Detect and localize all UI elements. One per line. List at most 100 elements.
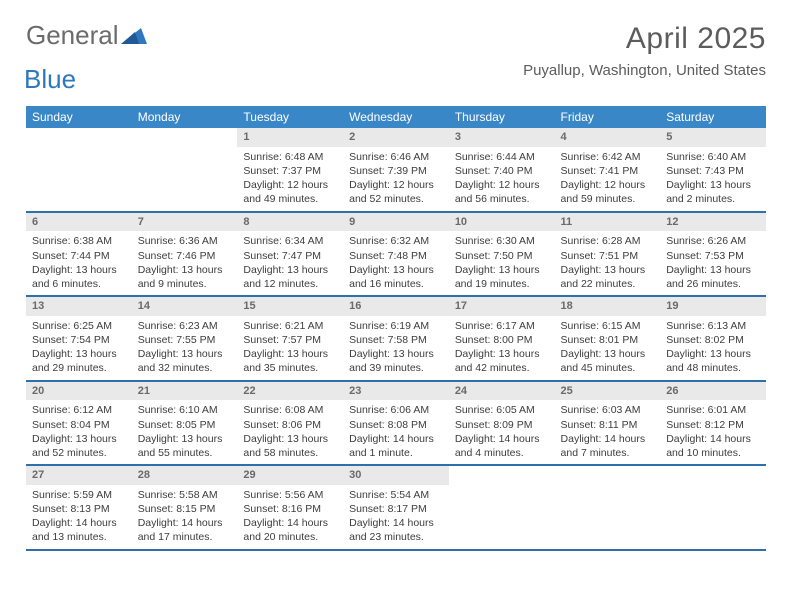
day-details: Sunrise: 6:21 AMSunset: 7:57 PMDaylight:…	[237, 316, 343, 380]
sunset-line: Sunset: 8:04 PM	[32, 418, 126, 432]
month-title: April 2025	[523, 22, 766, 56]
daylight-line: Daylight: 13 hours and 55 minutes.	[138, 432, 232, 460]
sunset-line: Sunset: 8:09 PM	[455, 418, 549, 432]
sunset-line: Sunset: 7:57 PM	[243, 333, 337, 347]
day-details: Sunrise: 6:42 AMSunset: 7:41 PMDaylight:…	[555, 147, 661, 211]
calendar-day-cell: 23Sunrise: 6:06 AMSunset: 8:08 PMDayligh…	[343, 381, 449, 466]
day-details: Sunrise: 6:25 AMSunset: 7:54 PMDaylight:…	[26, 316, 132, 380]
calendar-day-cell	[555, 465, 661, 550]
day-details: Sunrise: 6:44 AMSunset: 7:40 PMDaylight:…	[449, 147, 555, 211]
sunrise-line: Sunrise: 6:44 AM	[455, 150, 549, 164]
sunrise-line: Sunrise: 6:23 AM	[138, 319, 232, 333]
day-number: 26	[660, 382, 766, 401]
sunrise-line: Sunrise: 6:19 AM	[349, 319, 443, 333]
sunrise-line: Sunrise: 6:48 AM	[243, 150, 337, 164]
day-details: Sunrise: 5:59 AMSunset: 8:13 PMDaylight:…	[26, 485, 132, 549]
daylight-line: Daylight: 14 hours and 13 minutes.	[32, 516, 126, 544]
daylight-line: Daylight: 14 hours and 4 minutes.	[455, 432, 549, 460]
calendar-table: Sunday Monday Tuesday Wednesday Thursday…	[26, 106, 766, 551]
daylight-line: Daylight: 13 hours and 9 minutes.	[138, 263, 232, 291]
title-block: April 2025 Puyallup, Washington, United …	[523, 22, 766, 79]
weekday-header: Tuesday	[237, 106, 343, 128]
daylight-line: Daylight: 13 hours and 42 minutes.	[455, 347, 549, 375]
day-number: 22	[237, 382, 343, 401]
weekday-header: Monday	[132, 106, 238, 128]
sunrise-line: Sunrise: 6:40 AM	[666, 150, 760, 164]
calendar-day-cell: 24 Sunrise: 6:05 AMSunset: 8:09 PMDayligh…	[449, 381, 555, 466]
daylight-line: Daylight: 13 hours and 32 minutes.	[138, 347, 232, 375]
sunset-line: Sunset: 8:15 PM	[138, 502, 232, 516]
sunrise-line: Sunrise: 6:36 AM	[138, 234, 232, 248]
daylight-line: Daylight: 13 hours and 2 minutes.	[666, 178, 760, 206]
calendar-day-cell: 28Sunrise: 5:58 AMSunset: 8:15 PMDayligh…	[132, 465, 238, 550]
day-details: Sunrise: 6:23 AMSunset: 7:55 PMDaylight:…	[132, 316, 238, 380]
daylight-line: Daylight: 13 hours and 19 minutes.	[455, 263, 549, 291]
calendar-day-cell: 30Sunrise: 5:54 AMSunset: 8:17 PMDayligh…	[343, 465, 449, 550]
day-number: 11	[555, 213, 661, 232]
calendar-day-cell	[660, 465, 766, 550]
sunrise-line: Sunrise: 6:21 AM	[243, 319, 337, 333]
sunset-line: Sunset: 8:12 PM	[666, 418, 760, 432]
day-details: Sunrise: 6:32 AMSunset: 7:48 PMDaylight:…	[343, 231, 449, 295]
day-number: 2	[343, 128, 449, 147]
calendar-day-cell: 26Sunrise: 6:01 AMSunset: 8:12 PMDayligh…	[660, 381, 766, 466]
day-number: 7	[132, 213, 238, 232]
weekday-header: Friday	[555, 106, 661, 128]
day-number: 29	[237, 466, 343, 485]
daylight-line: Daylight: 14 hours and 20 minutes.	[243, 516, 337, 544]
sunset-line: Sunset: 8:17 PM	[349, 502, 443, 516]
day-details: Sunrise: 6:30 AMSunset: 7:50 PMDaylight:…	[449, 231, 555, 295]
day-details: Sunrise: 6:28 AMSunset: 7:51 PMDaylight:…	[555, 231, 661, 295]
day-number: 18	[555, 297, 661, 316]
calendar-day-cell: 16Sunrise: 6:19 AMSunset: 7:58 PMDayligh…	[343, 296, 449, 381]
sunset-line: Sunset: 8:01 PM	[561, 333, 655, 347]
day-number: 24	[449, 382, 555, 401]
calendar-week-row: 6Sunrise: 6:38 AMSunset: 7:44 PMDaylight…	[26, 212, 766, 297]
day-number: 12	[660, 213, 766, 232]
location-text: Puyallup, Washington, United States	[523, 62, 766, 79]
daylight-line: Daylight: 13 hours and 29 minutes.	[32, 347, 126, 375]
day-number: 16	[343, 297, 449, 316]
calendar-day-cell: 8Sunrise: 6:34 AMSunset: 7:47 PMDaylight…	[237, 212, 343, 297]
sunset-line: Sunset: 8:16 PM	[243, 502, 337, 516]
sunrise-line: Sunrise: 6:32 AM	[349, 234, 443, 248]
calendar-day-cell: 21Sunrise: 6:10 AMSunset: 8:05 PMDayligh…	[132, 381, 238, 466]
sunrise-line: Sunrise: 6:17 AM	[455, 319, 549, 333]
calendar-week-row: 1Sunrise: 6:48 AMSunset: 7:37 PMDaylight…	[26, 128, 766, 212]
day-number: 21	[132, 382, 238, 401]
sunset-line: Sunset: 8:00 PM	[455, 333, 549, 347]
calendar-day-cell: 6Sunrise: 6:38 AMSunset: 7:44 PMDaylight…	[26, 212, 132, 297]
daylight-line: Daylight: 14 hours and 17 minutes.	[138, 516, 232, 544]
day-details: Sunrise: 6:17 AMSunset: 8:00 PMDaylight:…	[449, 316, 555, 380]
calendar-day-cell: 18Sunrise: 6:15 AMSunset: 8:01 PMDayligh…	[555, 296, 661, 381]
day-details: Sunrise: 6:36 AMSunset: 7:46 PMDaylight:…	[132, 231, 238, 295]
calendar-day-cell: 19Sunrise: 6:13 AMSunset: 8:02 PMDayligh…	[660, 296, 766, 381]
day-details: Sunrise: 6:26 AMSunset: 7:53 PMDaylight:…	[660, 231, 766, 295]
logo-triangle-icon	[121, 22, 147, 48]
day-details: Sunrise: 6:12 AMSunset: 8:04 PMDaylight:…	[26, 400, 132, 464]
calendar-day-cell: 11Sunrise: 6:28 AMSunset: 7:51 PMDayligh…	[555, 212, 661, 297]
sunrise-line: Sunrise: 6:28 AM	[561, 234, 655, 248]
day-number: 27	[26, 466, 132, 485]
daylight-line: Daylight: 13 hours and 58 minutes.	[243, 432, 337, 460]
day-details: Sunrise: 6:40 AMSunset: 7:43 PMDaylight:…	[660, 147, 766, 211]
sunrise-line: Sunrise: 6:38 AM	[32, 234, 126, 248]
sunrise-line: Sunrise: 6:15 AM	[561, 319, 655, 333]
sunrise-line: Sunrise: 6:34 AM	[243, 234, 337, 248]
sunrise-line: Sunrise: 6:05 AM	[455, 403, 549, 417]
calendar-day-cell: 9Sunrise: 6:32 AMSunset: 7:48 PMDaylight…	[343, 212, 449, 297]
brand-part1: General	[26, 22, 119, 48]
daylight-line: Daylight: 13 hours and 26 minutes.	[666, 263, 760, 291]
sunrise-line: Sunrise: 6:06 AM	[349, 403, 443, 417]
day-number: 17	[449, 297, 555, 316]
sunrise-line: Sunrise: 6:42 AM	[561, 150, 655, 164]
sunrise-line: Sunrise: 6:12 AM	[32, 403, 126, 417]
sunrise-line: Sunrise: 6:26 AM	[666, 234, 760, 248]
calendar-day-cell: 15Sunrise: 6:21 AMSunset: 7:57 PMDayligh…	[237, 296, 343, 381]
sunrise-line: Sunrise: 5:54 AM	[349, 488, 443, 502]
sunrise-line: Sunrise: 5:59 AM	[32, 488, 126, 502]
day-number: 4	[555, 128, 661, 147]
day-number: 19	[660, 297, 766, 316]
sunrise-line: Sunrise: 6:46 AM	[349, 150, 443, 164]
calendar-day-cell: 13Sunrise: 6:25 AMSunset: 7:54 PMDayligh…	[26, 296, 132, 381]
